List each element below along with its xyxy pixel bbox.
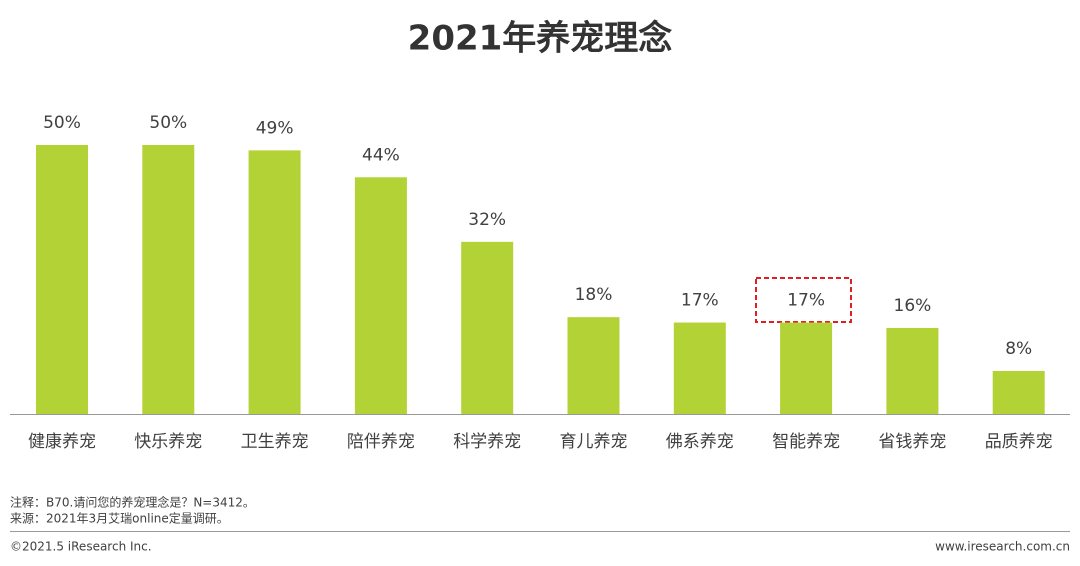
- note: 来源：2021年3月艾瑞online定量调研。: [10, 511, 229, 526]
- footer-left: ©2021.5 iResearch Inc.: [10, 540, 152, 554]
- bar: [461, 241, 514, 414]
- highlight-box: [755, 277, 852, 323]
- bar: [354, 177, 407, 414]
- value-label: 50%: [149, 113, 187, 133]
- x-tick-label: 佛系养宠: [666, 432, 734, 452]
- bar: [886, 327, 939, 414]
- x-tick-label: 育儿养宠: [560, 432, 628, 452]
- x-tick-label: 省钱养宠: [878, 432, 946, 452]
- value-label: 44%: [362, 145, 400, 165]
- bar: [673, 322, 726, 414]
- x-tick-label: 品质养宠: [985, 432, 1053, 452]
- value-label: 32%: [468, 210, 506, 230]
- value-label: 50%: [43, 113, 81, 133]
- x-tick-label: 陪伴养宠: [347, 432, 415, 452]
- bar: [36, 145, 88, 414]
- value-label: 16%: [894, 296, 932, 316]
- value-label: 17%: [681, 291, 719, 311]
- bar: [567, 317, 620, 414]
- chart-title: 2021年养宠理念: [408, 19, 673, 59]
- value-label: 17%: [787, 291, 825, 311]
- bar: [248, 150, 301, 414]
- footer-right: www.iresearch.com.cn: [935, 540, 1070, 554]
- x-tick-label: 智能养宠: [772, 432, 840, 452]
- x-tick-label: 卫生养宠: [241, 432, 309, 452]
- bar: [780, 322, 833, 414]
- value-label: 8%: [1005, 339, 1032, 359]
- value-label: 49%: [256, 118, 294, 138]
- bar: [142, 145, 195, 414]
- x-tick-label: 快乐养宠: [134, 432, 202, 452]
- x-tick-label: 健康养宠: [28, 432, 96, 452]
- note: 注释：B70.请问您的养宠理念是？N=3412。: [10, 495, 255, 510]
- bar: [992, 370, 1045, 414]
- value-label: 18%: [575, 285, 613, 305]
- x-tick-label: 科学养宠: [453, 432, 521, 452]
